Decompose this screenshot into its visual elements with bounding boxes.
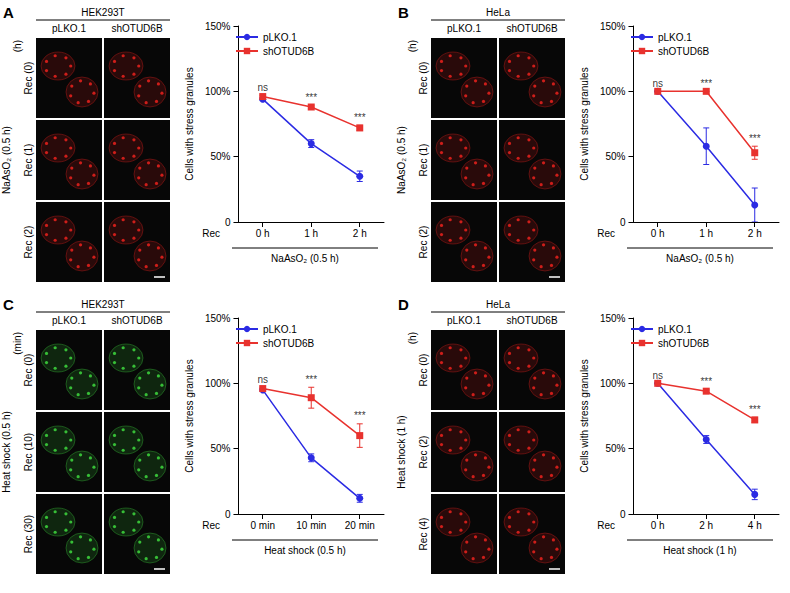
svg-text:0: 0 xyxy=(225,217,231,228)
svg-text:50%: 50% xyxy=(210,151,230,162)
svg-text:***: *** xyxy=(305,374,317,385)
svg-text:4 h: 4 h xyxy=(748,520,762,531)
svg-text:150%: 150% xyxy=(205,313,231,324)
svg-text:20 min: 20 min xyxy=(345,520,375,531)
svg-text:0: 0 xyxy=(620,509,626,520)
svg-text:(min): (min) xyxy=(12,332,23,355)
svg-text:Rec (2): Rec (2) xyxy=(23,226,34,259)
svg-text:0 h: 0 h xyxy=(651,520,665,531)
svg-text:2 h: 2 h xyxy=(353,228,367,239)
svg-text:Rec (4): Rec (4) xyxy=(418,518,429,551)
svg-text:150%: 150% xyxy=(205,21,231,32)
svg-text:100%: 100% xyxy=(205,86,231,97)
svg-text:100%: 100% xyxy=(600,86,626,97)
svg-text:NaAsO₂ (0.5 h): NaAsO₂ (0.5 h) xyxy=(271,253,339,264)
svg-text:***: *** xyxy=(305,92,317,103)
svg-text:Heat shock (1 h): Heat shock (1 h) xyxy=(663,545,736,556)
svg-text:shOTUD6B: shOTUD6B xyxy=(111,315,162,326)
svg-text:D: D xyxy=(398,296,409,313)
svg-text:Rec (1): Rec (1) xyxy=(23,144,34,177)
svg-text:50%: 50% xyxy=(605,151,625,162)
svg-text:pLKO.1: pLKO.1 xyxy=(52,23,86,34)
svg-text:NaAsO₂ (0.5 h): NaAsO₂ (0.5 h) xyxy=(396,126,407,194)
svg-text:50%: 50% xyxy=(605,443,625,454)
svg-text:HEK293T: HEK293T xyxy=(81,7,124,18)
svg-text:pLKO.1: pLKO.1 xyxy=(447,315,481,326)
svg-text:10 min: 10 min xyxy=(296,520,326,531)
svg-text:1 h: 1 h xyxy=(699,228,713,239)
svg-text:pLKO.1: pLKO.1 xyxy=(263,32,297,43)
svg-text:ns: ns xyxy=(257,82,268,93)
svg-text:Rec (30): Rec (30) xyxy=(23,515,34,553)
svg-text:NaAsO₂ (0.5 h): NaAsO₂ (0.5 h) xyxy=(1,126,12,194)
svg-text:Rec: Rec xyxy=(202,228,220,239)
svg-text:HeLa: HeLa xyxy=(486,7,510,18)
svg-text:***: *** xyxy=(700,78,712,89)
svg-text:pLKO.1: pLKO.1 xyxy=(263,324,297,335)
svg-text:Rec: Rec xyxy=(597,228,615,239)
svg-text:***: *** xyxy=(700,376,712,387)
svg-text:shOTUD6B: shOTUD6B xyxy=(506,315,557,326)
svg-text:pLKO.1: pLKO.1 xyxy=(658,324,692,335)
svg-text:pLKO.1: pLKO.1 xyxy=(52,315,86,326)
svg-text:pLKO.1: pLKO.1 xyxy=(447,23,481,34)
svg-text:0 h: 0 h xyxy=(256,228,270,239)
svg-text:Cells with stress granules: Cells with stress granules xyxy=(184,359,195,472)
svg-text:shOTUD6B: shOTUD6B xyxy=(658,338,709,349)
svg-text:HEK293T: HEK293T xyxy=(81,299,124,310)
svg-text:Rec: Rec xyxy=(202,520,220,531)
svg-text:2 h: 2 h xyxy=(699,520,713,531)
svg-text:0: 0 xyxy=(620,217,626,228)
svg-text:Cells with stress granules: Cells with stress granules xyxy=(579,359,590,472)
svg-text:100%: 100% xyxy=(600,378,626,389)
svg-text:Rec (0): Rec (0) xyxy=(418,354,429,387)
svg-text:Rec (0): Rec (0) xyxy=(418,62,429,95)
svg-text:150%: 150% xyxy=(600,21,626,32)
svg-text:150%: 150% xyxy=(600,313,626,324)
svg-text:***: *** xyxy=(749,133,761,144)
svg-text:C: C xyxy=(3,296,14,313)
svg-text:ns: ns xyxy=(652,78,663,89)
svg-text:Rec (1): Rec (1) xyxy=(418,144,429,177)
svg-text:***: *** xyxy=(354,112,366,123)
svg-text:***: *** xyxy=(749,404,761,415)
svg-text:Cells with stress granules: Cells with stress granules xyxy=(184,67,195,180)
svg-text:Rec: Rec xyxy=(597,520,615,531)
svg-text:Heat shock (1 h): Heat shock (1 h) xyxy=(396,415,407,488)
svg-text:Rec (0): Rec (0) xyxy=(23,354,34,387)
svg-text:0 h: 0 h xyxy=(651,228,665,239)
svg-text:Rec (0): Rec (0) xyxy=(23,62,34,95)
svg-text:shOTUD6B: shOTUD6B xyxy=(263,338,314,349)
svg-text:shOTUD6B: shOTUD6B xyxy=(658,46,709,57)
svg-text:Heat shock (0.5 h): Heat shock (0.5 h) xyxy=(1,411,12,493)
svg-text:2 h: 2 h xyxy=(748,228,762,239)
svg-text:Rec (2): Rec (2) xyxy=(418,226,429,259)
svg-text:100%: 100% xyxy=(205,378,231,389)
svg-text:(h): (h) xyxy=(407,40,418,52)
svg-text:ns: ns xyxy=(257,374,268,385)
svg-text:B: B xyxy=(398,4,409,21)
svg-text:(h): (h) xyxy=(407,332,418,344)
svg-text:Heat shock (0.5 h): Heat shock (0.5 h) xyxy=(264,545,346,556)
svg-text:HeLa: HeLa xyxy=(486,299,510,310)
svg-text:***: *** xyxy=(354,410,366,421)
svg-text:Cells with stress granules: Cells with stress granules xyxy=(579,67,590,180)
svg-text:shOTUD6B: shOTUD6B xyxy=(263,46,314,57)
svg-text:Rec (2): Rec (2) xyxy=(418,436,429,469)
svg-text:shOTUD6B: shOTUD6B xyxy=(506,23,557,34)
svg-text:50%: 50% xyxy=(210,443,230,454)
svg-text:0: 0 xyxy=(225,509,231,520)
svg-text:NaAsO₂ (0.5 h): NaAsO₂ (0.5 h) xyxy=(666,253,734,264)
svg-text:1 h: 1 h xyxy=(304,228,318,239)
svg-text:A: A xyxy=(3,4,14,21)
svg-text:shOTUD6B: shOTUD6B xyxy=(111,23,162,34)
svg-text:(h): (h) xyxy=(12,40,23,52)
svg-text:0 min: 0 min xyxy=(251,520,275,531)
svg-text:pLKO.1: pLKO.1 xyxy=(658,32,692,43)
svg-text:Rec (10): Rec (10) xyxy=(23,433,34,471)
svg-text:ns: ns xyxy=(652,370,663,381)
